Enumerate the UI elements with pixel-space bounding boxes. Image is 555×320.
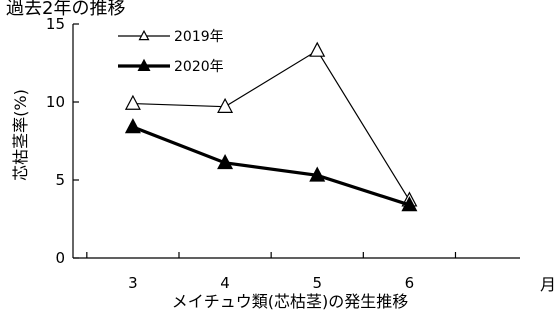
data-point: [124, 94, 141, 110]
legend-marker: [137, 58, 151, 72]
y-tick-label: 5: [55, 171, 65, 189]
x-axis-label: メイチュウ類(芯枯茎)の発生推移: [172, 292, 409, 311]
y-tick-label: 10: [46, 93, 65, 111]
series-line-2019年: [132, 49, 410, 201]
data-point: [309, 41, 326, 57]
x-axis-unit: 月: [540, 275, 555, 294]
x-tick-label: 6: [405, 274, 415, 292]
y-tick-label: 15: [46, 15, 65, 33]
legend: 2019年 2020年: [118, 29, 224, 75]
y-axis-label: 芯枯茎率(%): [11, 89, 30, 181]
x-tick-label: 4: [220, 274, 230, 292]
legend-label: 2020年: [174, 59, 224, 75]
data-point: [124, 118, 141, 134]
data-point: [217, 153, 234, 170]
data-point: [401, 196, 418, 212]
x-tick-label: 3: [128, 274, 138, 292]
plot-area: 0 5 10 15 3 4 5 6: [46, 15, 520, 292]
y-tick-label: 0: [55, 249, 65, 267]
chart-title: 過去2年の推移: [6, 0, 125, 19]
data-point: [309, 166, 326, 182]
legend-marker: [138, 29, 150, 41]
series-line-2020年: [132, 125, 410, 207]
legend-label: 2019年: [174, 29, 224, 45]
data-point: [217, 97, 234, 113]
x-tick-label: 5: [312, 274, 322, 292]
